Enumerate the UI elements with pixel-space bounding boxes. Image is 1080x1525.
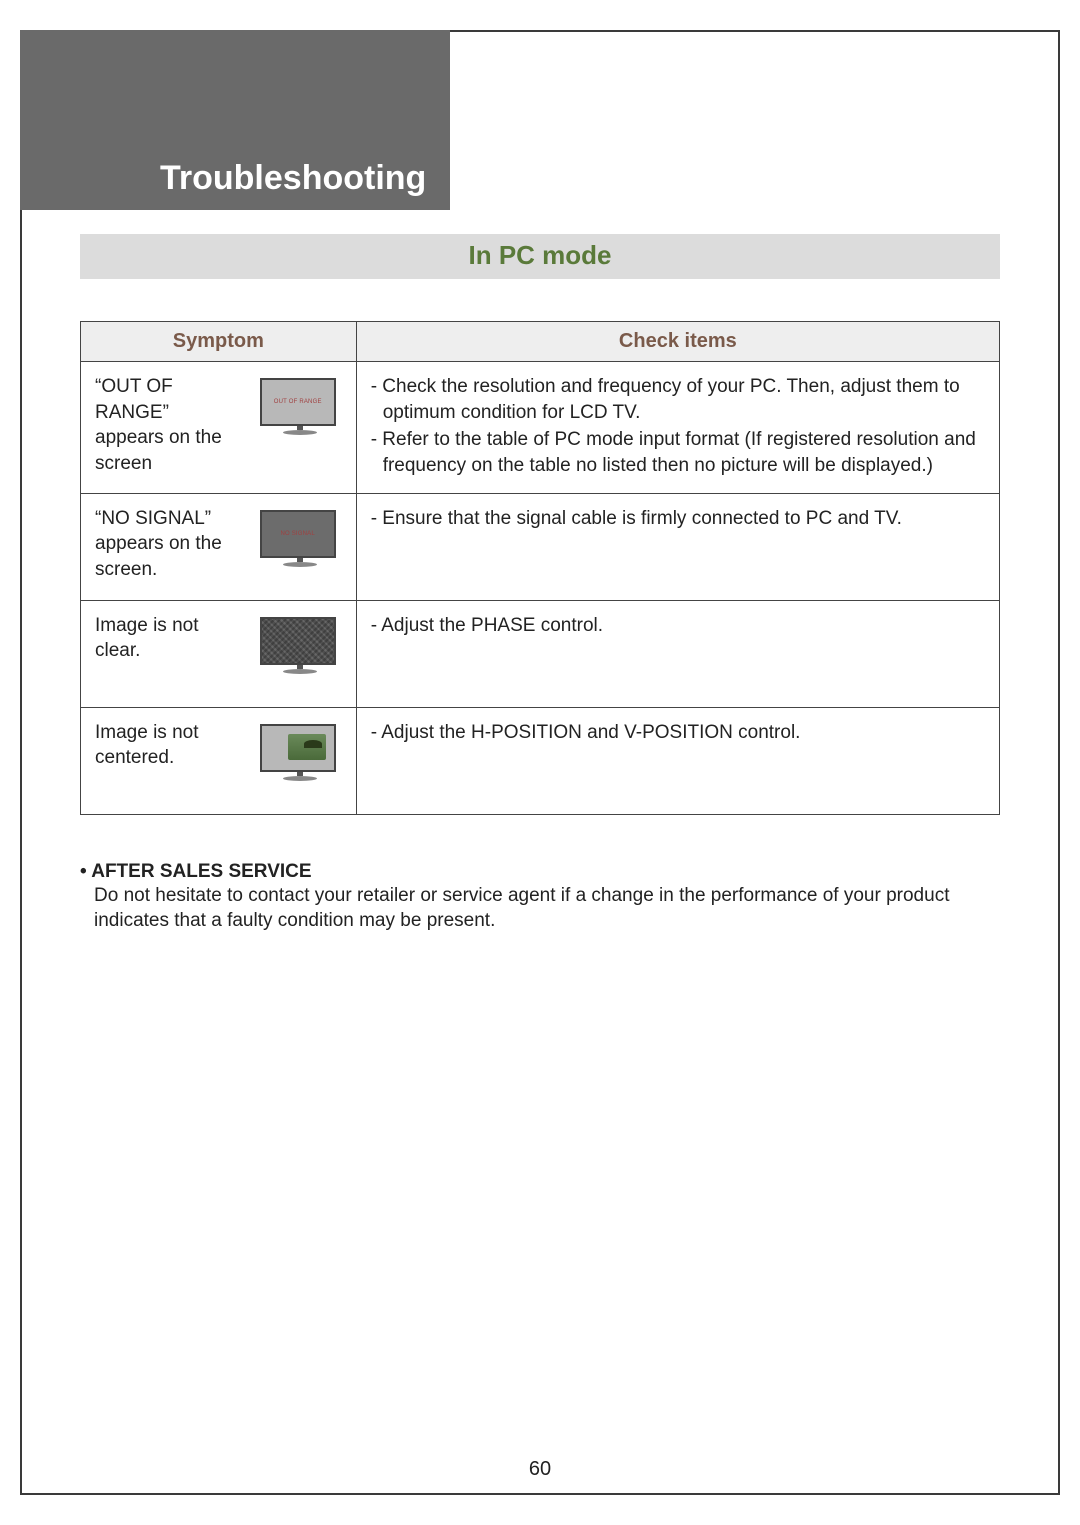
header-block: Troubleshooting — [20, 30, 450, 210]
tv-stand-icon — [283, 774, 317, 780]
tv-stand-icon — [283, 560, 317, 566]
check-list: Adjust the H-POSITION and V-POSITION con… — [371, 720, 985, 746]
tv-screen-icon: NO SIGNAL — [260, 510, 336, 558]
check-item: Refer to the table of PC mode input form… — [371, 427, 985, 478]
troubleshooting-table: Symptom Check items “OUT OF RANGE” appea… — [80, 321, 1000, 815]
bullet: • — [80, 861, 87, 882]
check-list: Ensure that the signal cable is firmly c… — [371, 506, 985, 532]
page-title: Troubleshooting — [160, 159, 426, 198]
check-item: Adjust the H-POSITION and V-POSITION con… — [371, 720, 985, 746]
symptom-cell: “OUT OF RANGE” appears on the screen OUT… — [95, 374, 342, 456]
symptom-cell: Image is not centered. — [95, 720, 342, 802]
table-row: Image is not centered. Adjust the H-POSI… — [81, 707, 1000, 814]
after-sales-title: AFTER SALES SERVICE — [91, 861, 311, 882]
check-item: Ensure that the signal cable is firmly c… — [371, 506, 985, 532]
content-area: In PC mode Symptom Check items “OUT OF R… — [80, 234, 1000, 934]
table-row: Image is not clear. Adjust the PHASE con… — [81, 600, 1000, 707]
col-header-check: Check items — [356, 322, 999, 362]
symptom-text: Image is not clear. — [95, 613, 238, 664]
after-sales-heading: • AFTER SALES SERVICE — [80, 861, 1000, 883]
tv-screen-icon: OUT OF RANGE — [260, 378, 336, 426]
page-number: 60 — [0, 1458, 1080, 1481]
after-sales-section: • AFTER SALES SERVICE Do not hesitate to… — [80, 861, 1000, 934]
tv-screen-icon — [260, 617, 336, 665]
col-header-symptom: Symptom — [81, 322, 357, 362]
symptom-text: Image is not centered. — [95, 720, 238, 771]
section-heading: In PC mode — [80, 234, 1000, 279]
tv-icon — [260, 724, 340, 780]
after-sales-body: Do not hesitate to contact your retailer… — [80, 883, 1000, 934]
table-row: “OUT OF RANGE” appears on the screen OUT… — [81, 362, 1000, 494]
symptom-text: “NO SIGNAL” appears on the screen. — [95, 506, 238, 583]
check-item: Adjust the PHASE control. — [371, 613, 985, 639]
tv-icon — [260, 617, 340, 673]
symptom-text: “OUT OF RANGE” appears on the screen — [95, 374, 238, 477]
check-item: Check the resolution and frequency of yo… — [371, 374, 985, 425]
tv-icon: NO SIGNAL — [260, 510, 340, 566]
table-row: “NO SIGNAL” appears on the screen. NO SI… — [81, 493, 1000, 600]
symptom-cell: “NO SIGNAL” appears on the screen. NO SI… — [95, 506, 342, 588]
tv-stand-icon — [283, 428, 317, 434]
check-list: Adjust the PHASE control. — [371, 613, 985, 639]
symptom-cell: Image is not clear. — [95, 613, 342, 695]
tv-icon: OUT OF RANGE — [260, 378, 340, 434]
tv-screen-icon — [260, 724, 336, 772]
tv-stand-icon — [283, 667, 317, 673]
check-list: Check the resolution and frequency of yo… — [371, 374, 985, 479]
